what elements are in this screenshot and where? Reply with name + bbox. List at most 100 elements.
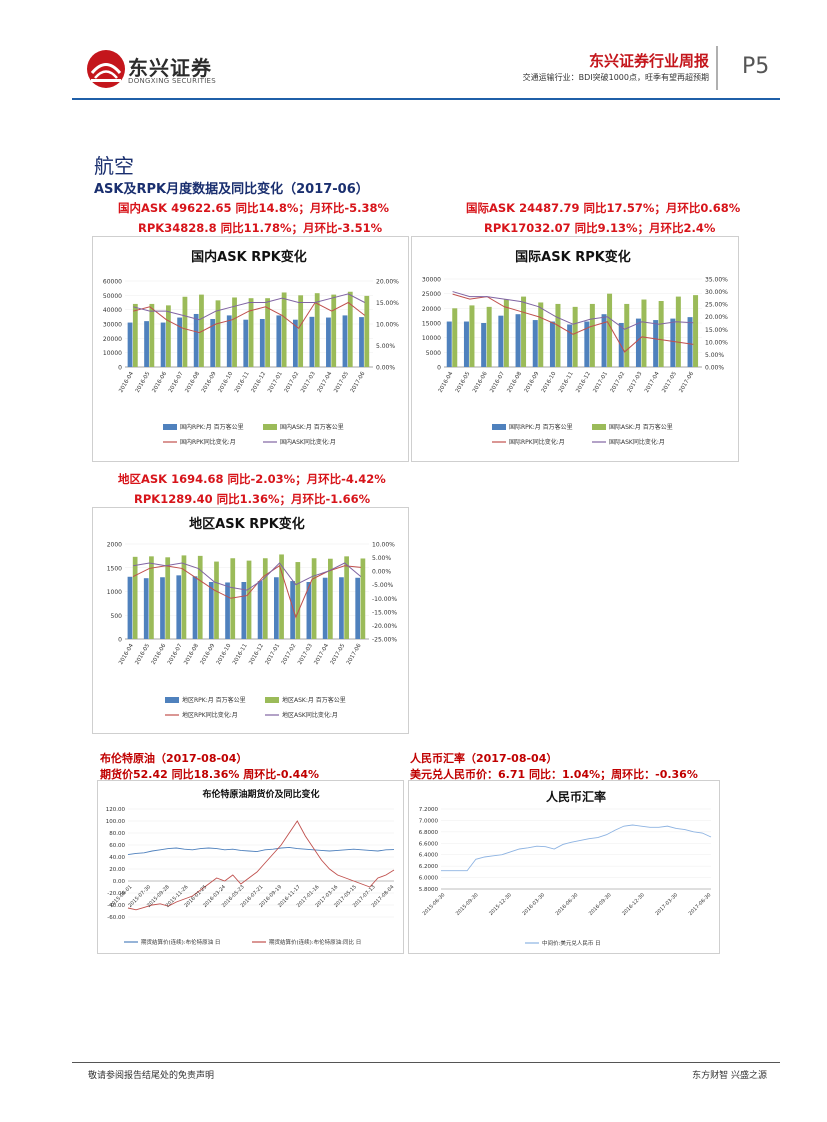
legend-label: 国内ASK同比变化:月 [280, 438, 336, 446]
ask-bar [624, 303, 630, 367]
x-tick-label: 2016-05 [134, 643, 151, 666]
x-tick-label: 2016-08 [506, 371, 523, 394]
legend-label: 期货结算价(连续):布伦特原油:同比 日 [269, 938, 361, 946]
y2-tick-label: -15.00% [372, 609, 397, 616]
x-tick-label: 2017-06-30 [688, 892, 713, 917]
ask-yoy-line [133, 562, 362, 591]
ask-bar [314, 293, 320, 367]
rpk-bar [226, 315, 232, 367]
ask-bar [215, 300, 221, 367]
legend-label: 地区RPK:月 百万客公里 [182, 696, 246, 704]
x-tick-label: 2016-09 [524, 371, 541, 394]
section-title: 航空 [94, 154, 134, 178]
x-tick-label: 2016-06 [151, 643, 168, 666]
domestic-ask-line: 国内ASK 49622.65 同比14.8%；月环比-5.38% [118, 201, 390, 215]
ask-bar [132, 303, 138, 367]
regional-chart: 地区ASK RPK变化 0 500 1000 1500 2000 -25.00% -20.00… [92, 507, 409, 734]
y2-tick-label: 20.00% [705, 314, 728, 321]
y-tick-label: 7.0000 [419, 818, 439, 824]
ask-yoy-line [452, 291, 694, 330]
legend-swatch [163, 424, 177, 430]
y-tick-label: 100.00 [106, 819, 126, 825]
y-tick-label: 80.00 [109, 831, 125, 837]
domestic-chart-svg: 国内ASK RPK变化 0 10000 20000 30000 40000 50000 600… [103, 249, 399, 446]
x-tick-label: 2017-06 [350, 371, 367, 394]
legend-label: 国际ASK同比变化:月 [609, 438, 665, 446]
brent-chart: 布伦特原油期货价及同比变化 -60.00 -40.00 -20.00 0.00 20.00… [97, 780, 404, 954]
ask-bar [521, 296, 527, 367]
y-tick-label: 10000 [422, 335, 441, 342]
ask-bar [166, 305, 171, 367]
international-rpk-line: RPK17032.07 同比9.13%；月环比2.4% [484, 221, 716, 235]
rpk-bar [177, 317, 183, 367]
ask-bar [248, 298, 254, 367]
legend-label: 国内RPK:月 百万客公里 [180, 423, 244, 431]
x-tick-label: 2016-10 [218, 371, 235, 394]
ask-bar [364, 295, 370, 367]
y2-tick-label: 20.00% [376, 279, 399, 286]
rpk-bar [274, 577, 279, 639]
x-tick-label: 2016-11 [558, 371, 575, 394]
rpk-bar [446, 321, 452, 367]
x-tick-label: 2017-04 [644, 371, 661, 394]
regional-rpk-line: RPK1289.40 同比1.36%；月环比-1.66% [134, 492, 371, 506]
y-tick-label: 6.0000 [419, 876, 439, 882]
rpk-bar [498, 315, 504, 367]
y-tick-label: -40.00 [107, 903, 125, 909]
y-tick-label: 10000 [103, 350, 122, 357]
ask-bar [452, 308, 458, 367]
domestic-chart: 国内ASK RPK变化 0 10000 20000 30000 40000 50000 600… [92, 236, 409, 462]
section-subtitle: ASK及RPK月度数据及同比变化（2017-06） [94, 182, 369, 197]
y-tick-label: 5.8000 [419, 887, 439, 893]
brent-yoy-line [127, 820, 395, 911]
ask-bar [262, 558, 268, 639]
chart-title: 布伦特原油期货价及同比变化 [201, 788, 319, 800]
y-tick-label: -60.00 [107, 915, 125, 921]
x-tick-label: 2016-12 [251, 371, 268, 394]
header-rule [72, 98, 780, 100]
legend-label: 国际RPK同比变化:月 [509, 438, 565, 446]
y2-tick-label: 35.00% [705, 277, 728, 284]
x-tick-label: 2017-05 [661, 371, 678, 394]
brent-price-line [127, 846, 395, 856]
rpk-bar [306, 582, 312, 639]
regional-chart-svg: 地区ASK RPK变化 0 500 1000 1500 2000 -25.00% -20.00… [107, 516, 398, 719]
ask-bar [503, 299, 509, 367]
y2-tick-label: 5.00% [372, 555, 391, 562]
legend-label: 地区ASK:月 百万客公里 [282, 696, 346, 704]
rpk-bar [359, 317, 364, 367]
ask-bar [246, 560, 252, 639]
legend-label: 地区RPK同比变化:月 [182, 711, 238, 719]
x-tick-label: 2016-07 [168, 371, 185, 394]
y-tick-label: 1500 [107, 565, 122, 572]
rpk-bar [241, 582, 247, 639]
y-tick-label: 40.00 [109, 855, 125, 861]
x-tick-label: 2017-01 [265, 643, 282, 666]
ask-bar [149, 556, 154, 639]
ask-bar [572, 306, 578, 367]
y-tick-label: 20000 [103, 336, 122, 343]
ask-bar [486, 306, 492, 367]
rpk-bar [257, 581, 263, 639]
y-tick-label: 60.00 [109, 843, 125, 849]
x-tick-label: 2016-05 [455, 371, 472, 394]
x-tick-label: 2015-06-30 [422, 892, 447, 917]
legend-label: 国际RPK:月 百万客公里 [509, 423, 573, 431]
legend-swatch [263, 424, 277, 430]
y-tick-label: 500 [111, 613, 123, 620]
y2-tick-label: 10.00% [705, 339, 728, 346]
y2-tick-label: 15.00% [705, 327, 728, 334]
legend-swatch [492, 424, 506, 430]
chart-title: 国际ASK RPK变化 [515, 249, 631, 265]
brent-price-line: 期货价52.42 同比18.36% 周环比-0.44% [100, 768, 319, 781]
y-tick-label: 6.8000 [419, 830, 439, 836]
legend-swatch [265, 697, 279, 703]
rpk-bar [127, 322, 133, 367]
rpk-bar [192, 576, 198, 639]
rpk-bar [584, 321, 590, 367]
rpk-bar [160, 577, 165, 639]
x-tick-label: 2017-03 [300, 371, 317, 394]
ask-bar [469, 305, 475, 367]
y-tick-label: 30000 [422, 277, 441, 284]
y-tick-label: 0 [118, 365, 122, 372]
